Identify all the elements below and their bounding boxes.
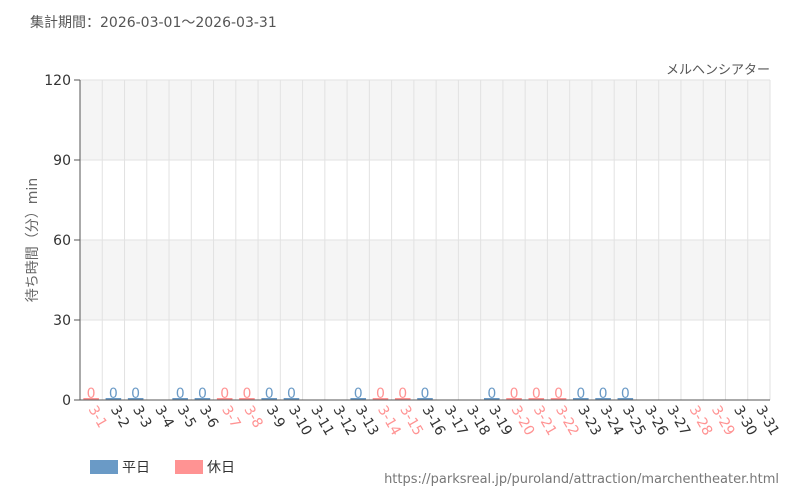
bar <box>172 398 188 400</box>
bar <box>127 398 144 400</box>
data-label: 0 <box>554 386 563 402</box>
data-label: 0 <box>220 386 229 402</box>
data-label: 0 <box>242 386 251 402</box>
bar <box>83 398 99 400</box>
x-tick-label: 3-1 <box>85 403 110 431</box>
x-tick-label: 3-9 <box>263 403 288 431</box>
data-label: 0 <box>576 386 585 402</box>
data-label: 0 <box>532 386 541 402</box>
data-label: 0 <box>510 386 519 402</box>
data-label: 0 <box>398 386 407 402</box>
x-tick-label: 3-3 <box>129 403 154 431</box>
legend-weekday-label: 平日 <box>122 460 150 476</box>
data-label: 0 <box>109 386 118 402</box>
grid-band <box>80 240 770 320</box>
bar <box>105 398 122 400</box>
legend-holiday-label: 休日 <box>207 460 235 476</box>
data-label: 0 <box>376 386 385 402</box>
data-label: 0 <box>599 386 608 402</box>
y-tick-label: 0 <box>62 393 71 409</box>
data-label: 0 <box>131 386 140 402</box>
legend-weekday: 平日 <box>90 457 150 477</box>
bar <box>239 398 255 400</box>
data-label: 0 <box>487 386 496 402</box>
y-tick-label: 120 <box>44 73 71 89</box>
data-label: 0 <box>287 386 296 402</box>
bar <box>350 398 367 400</box>
x-tick-label: 3-6 <box>196 403 221 431</box>
data-label: 0 <box>198 386 207 402</box>
bar <box>550 398 567 400</box>
bar <box>528 398 545 400</box>
data-label: 0 <box>354 386 363 402</box>
data-label: 0 <box>621 386 630 402</box>
bar <box>194 398 211 400</box>
x-tick-label: 3-4 <box>151 403 176 431</box>
y-tick-label: 30 <box>53 313 71 329</box>
bar <box>394 398 411 400</box>
y-tick-label: 90 <box>53 153 71 169</box>
data-label: 0 <box>176 386 185 402</box>
data-label: 0 <box>265 386 274 402</box>
legend-holiday: 休日 <box>175 457 235 477</box>
bar <box>417 398 433 400</box>
x-tick-label: 3-31 <box>752 403 782 439</box>
x-tick-label: 3-5 <box>174 403 199 431</box>
bar <box>483 398 500 400</box>
bar <box>216 398 233 400</box>
bar <box>283 398 300 400</box>
period-label: 集計期間：2026-03-01～2026-03-31 <box>30 15 277 31</box>
x-tick-label: 3-7 <box>218 403 243 431</box>
y-tick-label: 60 <box>53 233 71 249</box>
chart-title: メルヘンシアター <box>666 63 770 78</box>
bar <box>372 398 389 400</box>
bar <box>573 398 589 400</box>
grid-band <box>80 80 770 160</box>
x-tick-label: 3-8 <box>240 403 265 431</box>
data-label: 0 <box>421 386 430 402</box>
x-tick-label: 3-2 <box>107 403 132 431</box>
bar <box>261 398 277 400</box>
source-url[interactable]: https://parksreal.jp/puroland/attraction… <box>384 472 779 487</box>
y-axis-label: 待ち時間（分）min <box>25 178 41 302</box>
bar <box>506 398 522 400</box>
bar <box>595 398 611 400</box>
bar <box>617 398 634 400</box>
data-label: 0 <box>87 386 96 402</box>
legend-holiday-swatch <box>175 460 203 474</box>
legend-weekday-swatch <box>90 460 118 474</box>
